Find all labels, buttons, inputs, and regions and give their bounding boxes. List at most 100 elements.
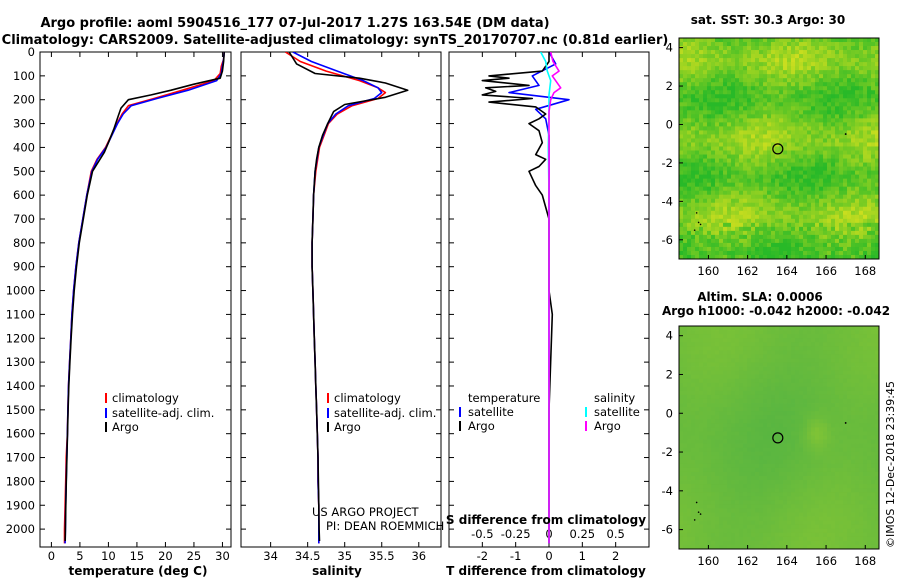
map-cell — [687, 431, 692, 436]
map-cell — [819, 138, 824, 143]
map-cell — [767, 186, 772, 192]
map-cell — [683, 150, 688, 155]
map-cell — [767, 358, 772, 363]
map-cell — [755, 230, 760, 236]
map-cell — [819, 250, 824, 256]
map-cell — [755, 246, 760, 252]
map-cell — [855, 130, 860, 135]
map-cell — [819, 451, 824, 457]
map-cell — [731, 447, 736, 453]
map-cell — [683, 407, 688, 412]
map-cell — [679, 423, 684, 428]
map-cell — [851, 427, 856, 432]
map-cell — [835, 447, 840, 453]
map-cell — [791, 471, 796, 477]
map-cell — [763, 234, 768, 240]
map-cell — [687, 114, 692, 119]
map-cell — [691, 455, 696, 461]
map-cell — [851, 398, 856, 404]
map-cell — [839, 370, 844, 376]
map-cell — [839, 122, 844, 127]
map-cell — [783, 455, 788, 461]
map-cell — [799, 182, 804, 188]
map-cell — [847, 202, 852, 208]
map-cell — [767, 366, 772, 371]
map-cell — [719, 226, 724, 232]
map-cell — [799, 338, 804, 343]
map-cell — [835, 142, 840, 147]
map-cell — [751, 374, 756, 380]
map-cell — [731, 403, 736, 408]
map-cell — [763, 346, 768, 351]
map-cell — [807, 463, 812, 469]
map-cell — [767, 362, 772, 367]
map-cell — [779, 74, 784, 79]
map-cell — [839, 427, 844, 432]
map-cell — [783, 480, 788, 485]
map-cell — [743, 86, 748, 91]
map-cell — [791, 150, 796, 155]
map-cell — [755, 178, 760, 184]
map-cell — [695, 374, 700, 380]
map-cell — [767, 74, 772, 79]
map-cell — [763, 222, 768, 228]
map-cell — [775, 366, 780, 371]
map-cell — [875, 110, 880, 115]
map-cell — [687, 390, 692, 396]
map-cell — [783, 98, 788, 103]
map-cell — [731, 50, 736, 55]
map-cell — [707, 142, 712, 147]
map-cell — [807, 246, 812, 252]
map-cell — [859, 42, 864, 47]
map-cell — [847, 403, 852, 408]
map-cell — [691, 226, 696, 232]
map-cell — [835, 382, 840, 388]
map-cell — [739, 42, 744, 47]
map-cell — [711, 66, 716, 71]
map-cell — [751, 210, 756, 216]
map-cell — [691, 62, 696, 67]
map-cell — [715, 50, 720, 55]
map-cell — [787, 366, 792, 371]
map-cell — [767, 58, 772, 63]
map-cell — [779, 98, 784, 103]
map-cell — [875, 250, 880, 256]
map-cell — [779, 250, 784, 256]
map-cell — [679, 114, 684, 119]
map-cell — [839, 106, 844, 111]
map-cell — [771, 174, 776, 180]
map-y-tick-label: -6 — [662, 233, 673, 247]
map-cell — [703, 162, 708, 167]
map-cell — [819, 162, 824, 167]
map-cell — [759, 90, 764, 95]
map-cell — [823, 170, 828, 176]
map-cell — [727, 407, 732, 412]
map-cell — [851, 210, 856, 216]
map-cell — [775, 447, 780, 453]
map-cell — [683, 234, 688, 240]
map-cell — [799, 394, 804, 400]
map-cell — [823, 378, 828, 384]
map-cell — [787, 58, 792, 63]
map-cell — [811, 230, 816, 236]
map-cell — [751, 358, 756, 363]
map-cell — [743, 82, 748, 87]
map-cell — [747, 411, 752, 416]
map-cell — [755, 142, 760, 147]
map-cell — [695, 130, 700, 135]
map-cell — [755, 130, 760, 135]
map-cell — [795, 138, 800, 143]
map-cell — [787, 415, 792, 420]
map-cell — [783, 334, 788, 339]
map-cell — [855, 358, 860, 363]
map-cell — [851, 354, 856, 359]
map-cell — [775, 222, 780, 228]
map-cell — [739, 218, 744, 224]
map-cell — [731, 154, 736, 159]
map-cell — [683, 439, 688, 444]
map-cell — [707, 411, 712, 416]
map-cell — [851, 394, 856, 400]
map-cell — [711, 186, 716, 192]
map-cell — [715, 378, 720, 384]
map-cell — [815, 455, 820, 461]
